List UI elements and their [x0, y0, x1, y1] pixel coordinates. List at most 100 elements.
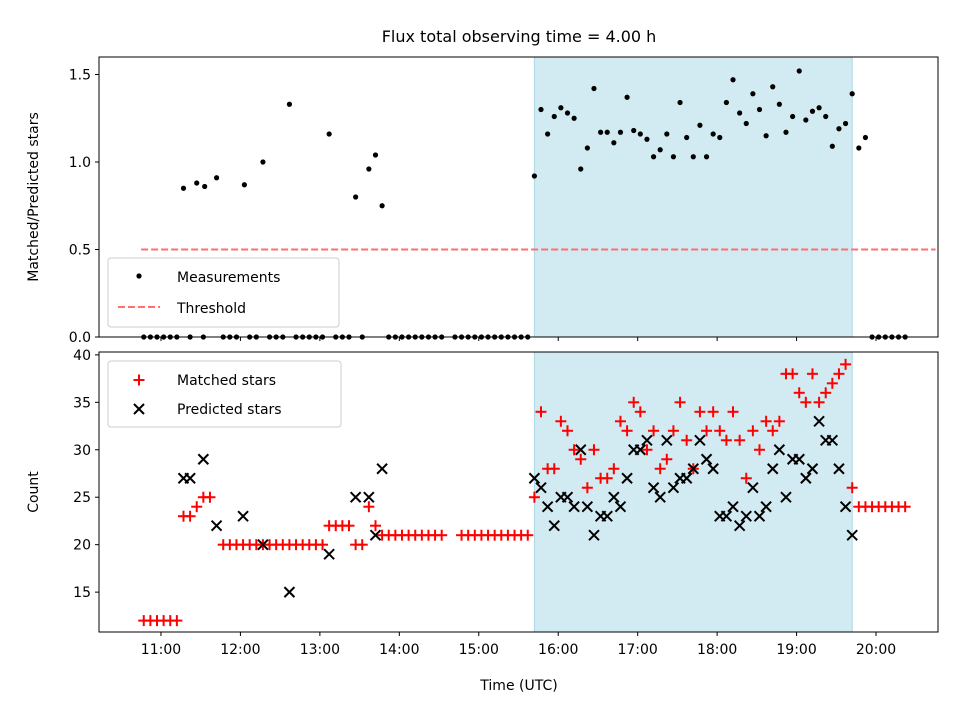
predicted-point	[647, 482, 660, 494]
predicted-point	[694, 434, 706, 446]
predicted-point	[184, 472, 196, 484]
y-axis-ticks: 0.0 0.5 1.0 1.5	[69, 68, 99, 346]
legend-marker-matched	[133, 374, 145, 386]
measurement-point	[578, 166, 584, 172]
matched-point	[661, 453, 673, 465]
measurement-point	[756, 106, 763, 113]
predicted-point	[700, 453, 713, 465]
chart-title: Flux total observing time = 4.00 h	[382, 27, 657, 46]
predicted-point	[720, 510, 733, 522]
measurement-point	[783, 129, 789, 135]
predicted-point	[634, 444, 647, 456]
legend-label-matched: Matched stars	[177, 373, 276, 389]
y-tick-label: 20	[73, 538, 91, 554]
matched-point	[754, 444, 766, 456]
matched-point	[535, 406, 547, 418]
predicted-point	[601, 510, 613, 522]
matched-point	[747, 425, 759, 437]
predicted-point	[753, 510, 766, 522]
predicted-point	[680, 472, 693, 484]
observing-window-shade	[533, 56, 853, 338]
predicted-point	[667, 482, 680, 494]
matched-point	[588, 444, 600, 456]
measurement-point	[809, 108, 816, 114]
matched-point	[601, 472, 613, 484]
matched-point	[787, 368, 799, 380]
measurement-point	[637, 131, 643, 137]
measurement-point	[823, 113, 829, 120]
shade-rect	[533, 56, 853, 338]
matched-point	[317, 539, 329, 551]
predicted-point	[608, 491, 620, 503]
matched-point	[581, 482, 593, 494]
matched-point	[767, 425, 779, 437]
axes-frame	[98, 56, 939, 338]
x-axis-ticks: 11:00 12:00 13:00 14:00 15:00 16:00 17:00 18:00…	[141, 632, 896, 658]
legend-dot	[136, 273, 142, 279]
measurement-point	[763, 133, 769, 139]
x-tick-label: 12:00	[220, 642, 260, 658]
legend-marker-measurements	[136, 273, 142, 279]
predicted-point	[839, 501, 852, 513]
measurement-point	[564, 110, 571, 116]
matched-point	[773, 415, 785, 427]
matched-point	[363, 501, 375, 513]
y-tick-label: 0.0	[69, 330, 91, 346]
measurement-point	[842, 120, 849, 127]
measurement-point	[604, 129, 610, 135]
measurement-point	[551, 113, 557, 120]
legend-label-measurements: Measurements	[177, 270, 280, 286]
predicted-point	[528, 472, 541, 484]
predicted-point	[535, 482, 547, 494]
x-axis-label: Time (UTC)	[479, 678, 557, 694]
predicted-point	[747, 482, 759, 494]
predicted-point	[687, 463, 699, 475]
matched-point	[846, 482, 858, 494]
matched-point	[343, 520, 355, 532]
x-tick-label: 18:00	[697, 642, 737, 658]
shade-rect	[533, 351, 853, 633]
predicted-point	[800, 472, 812, 484]
matched-point	[681, 434, 693, 446]
matched-point	[727, 406, 739, 418]
predicted-point	[846, 529, 858, 541]
matched-point	[793, 387, 805, 399]
measurement-point	[790, 113, 796, 120]
x-tick-label: 14:00	[379, 642, 419, 658]
predicted-point	[363, 491, 375, 503]
measurement-point	[730, 77, 736, 83]
measurement-point	[644, 136, 650, 142]
legend-frame	[107, 360, 342, 428]
measurement-point	[531, 173, 537, 179]
matched-point	[356, 539, 368, 551]
predicted-point	[197, 453, 210, 465]
matched-point	[654, 463, 666, 475]
y-tick-label: 35	[73, 395, 91, 411]
measurement-point	[326, 131, 332, 137]
predicted-point	[661, 434, 673, 446]
matched-point	[561, 425, 573, 437]
x-axis-ticks	[160, 337, 877, 341]
matched-point	[548, 463, 560, 475]
matched-point	[369, 520, 381, 532]
measurement-point	[180, 185, 187, 191]
matched-point	[641, 444, 653, 456]
matched-point	[806, 368, 818, 380]
matched-point	[575, 453, 587, 465]
measurement-point	[617, 129, 624, 135]
measurement-point	[703, 154, 710, 160]
measurement-point	[743, 120, 749, 127]
y-tick-label: 0.5	[69, 243, 91, 259]
matched-point	[813, 396, 825, 408]
predicted-point	[561, 491, 574, 503]
matched-point	[528, 491, 540, 503]
legend-plus	[133, 374, 145, 386]
matched-point	[840, 358, 852, 370]
predicted-point	[257, 538, 269, 551]
legend-label-threshold: Threshold	[176, 301, 246, 317]
legend-cross	[133, 403, 145, 415]
measurement-point	[723, 99, 729, 106]
measurement-point	[650, 154, 657, 160]
predicted-point	[581, 501, 594, 513]
measurement-point	[558, 105, 564, 111]
